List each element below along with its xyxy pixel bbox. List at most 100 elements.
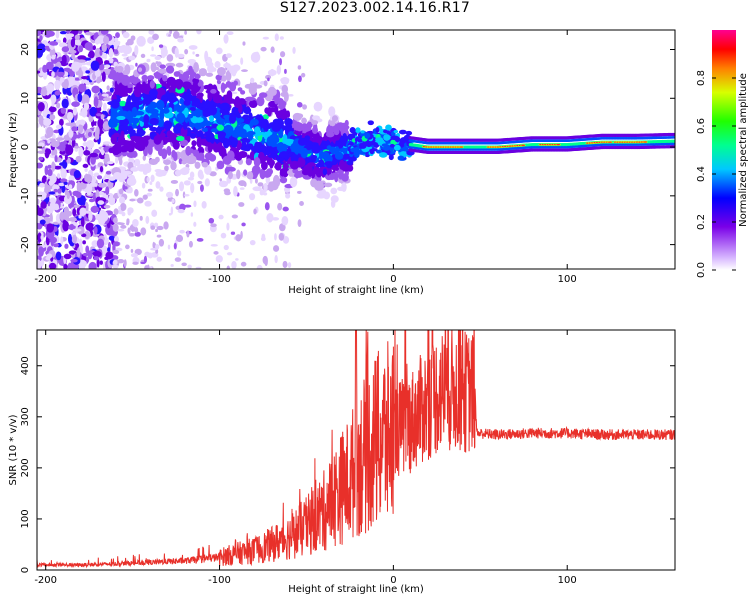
spectrogram-cell [385, 124, 392, 131]
spectrogram-cell [170, 161, 177, 171]
spectrogram-cell [62, 37, 67, 44]
spectrogram-cell [173, 71, 181, 77]
spectrogram-cell [192, 77, 200, 84]
spectrogram-cell [195, 266, 202, 269]
spectrogram-cell [127, 207, 134, 214]
spectrogram-cell [201, 161, 209, 168]
spectrogram-cell [264, 257, 268, 267]
spectrogram-cell [141, 74, 149, 81]
spectrogram-cell [37, 150, 46, 154]
spectrogram-cell [163, 221, 169, 230]
spectrogram-cell [341, 173, 349, 182]
spectrogram-cell [197, 169, 204, 179]
spectrogram-cell [140, 261, 146, 265]
spectrogram-cell [176, 112, 186, 124]
spectrogram-cell [304, 135, 310, 140]
spectrogram-cell [279, 151, 289, 159]
spectrogram-cell [190, 182, 195, 194]
spectrogram-cell [153, 71, 161, 77]
spectrogram-cell [401, 136, 409, 141]
snr-background [37, 330, 675, 570]
spectrogram-cell [312, 115, 320, 121]
spectrogram-cell [317, 180, 324, 191]
spectrogram-cell [305, 140, 313, 151]
spectrogram-cell [79, 112, 85, 116]
spectrogram-cell [273, 245, 280, 252]
spectrogram-cell [91, 85, 101, 94]
spectrogram-cell [82, 163, 89, 168]
spectrogram-cell [233, 185, 238, 197]
spectrogram-cell [89, 152, 99, 158]
spectrogram-cell [175, 234, 184, 243]
spectrogram-cell [125, 41, 131, 46]
spectrogram-cell [40, 201, 47, 209]
spectrogram-cell [109, 87, 114, 93]
spectrogram-cell [176, 250, 182, 257]
spectrogram-cell [129, 117, 137, 123]
spectrogram-cell [203, 121, 212, 127]
spectrogram-cell [280, 51, 286, 58]
spectrogram-cell [134, 248, 142, 256]
spectrogram-cell [128, 157, 135, 163]
spectrogram-cell [44, 45, 50, 50]
spectrogram-cell [282, 260, 288, 269]
spectrogram-cell [38, 156, 44, 161]
spectrogram-cell [60, 168, 67, 179]
snr-y-tick-label: 200 [20, 458, 31, 477]
spectrogram-cell [205, 131, 215, 143]
spectrogram-cell [88, 114, 94, 123]
spectrogram-cell [226, 265, 230, 269]
spectrogram-cell [77, 55, 87, 61]
spectrogram-cell [383, 134, 391, 141]
spectrogram-cell [161, 108, 170, 114]
spectrogram-cell [393, 144, 401, 151]
colorbar-label: Normalized spectral amplitude [738, 73, 749, 227]
spectrogram-cell [105, 170, 112, 175]
spectrogram-cell [120, 224, 127, 229]
spectrogram-cell [134, 189, 139, 197]
spectrogram-cell [77, 124, 84, 134]
spectrogram-cell [236, 169, 241, 180]
snr-y-tick-label: 300 [20, 407, 31, 426]
spectrogram-cell [132, 261, 139, 265]
spectrogram-cell [287, 170, 293, 175]
spectrogram-cell [220, 232, 227, 239]
spectrogram-cell [140, 227, 147, 236]
spectrogram-cell [97, 200, 105, 205]
spectrogram-cell [174, 257, 182, 262]
spectrogram-cell [137, 67, 143, 72]
spectrogram-cell [154, 55, 162, 61]
spectrogram-cell [155, 170, 165, 177]
colorbar-gradient [712, 30, 736, 270]
spectrogram-cell [219, 178, 223, 182]
spectrogram-cell [146, 264, 150, 269]
spectrogram-cell [77, 59, 86, 63]
spectrogram-cell [70, 195, 75, 205]
spectrogram-cell [226, 150, 235, 161]
spectrogram-cell [338, 159, 345, 170]
spectrogram-cell [118, 100, 127, 107]
spectrogram-cell [210, 89, 217, 94]
spectrogram-cell [39, 182, 45, 188]
spectrogram-cell [259, 168, 266, 180]
spectrogram-cell [113, 235, 120, 243]
spectrogram-cell [205, 72, 214, 77]
spectrogram-cell [201, 201, 207, 209]
spectrogram-cell [71, 53, 76, 60]
spectrogram-marks [37, 30, 675, 269]
spectrogram-cell [130, 248, 134, 253]
spectrogram-cell [373, 142, 379, 148]
spectrogram-cell [64, 154, 68, 161]
spectrogram-cell [123, 259, 127, 268]
spectrogram-cell [120, 130, 125, 140]
spectrogram-cell [112, 249, 120, 255]
spectrogram-cell [282, 236, 290, 244]
spectrogram-cell [331, 115, 339, 122]
spectrogram-cell [206, 152, 214, 159]
spectrogram-cell [209, 115, 215, 123]
spectrogram-cell [150, 174, 155, 183]
spectrogram-cell [54, 79, 61, 91]
spectrogram-cell [267, 69, 277, 76]
spectrogram-cell [46, 253, 53, 259]
